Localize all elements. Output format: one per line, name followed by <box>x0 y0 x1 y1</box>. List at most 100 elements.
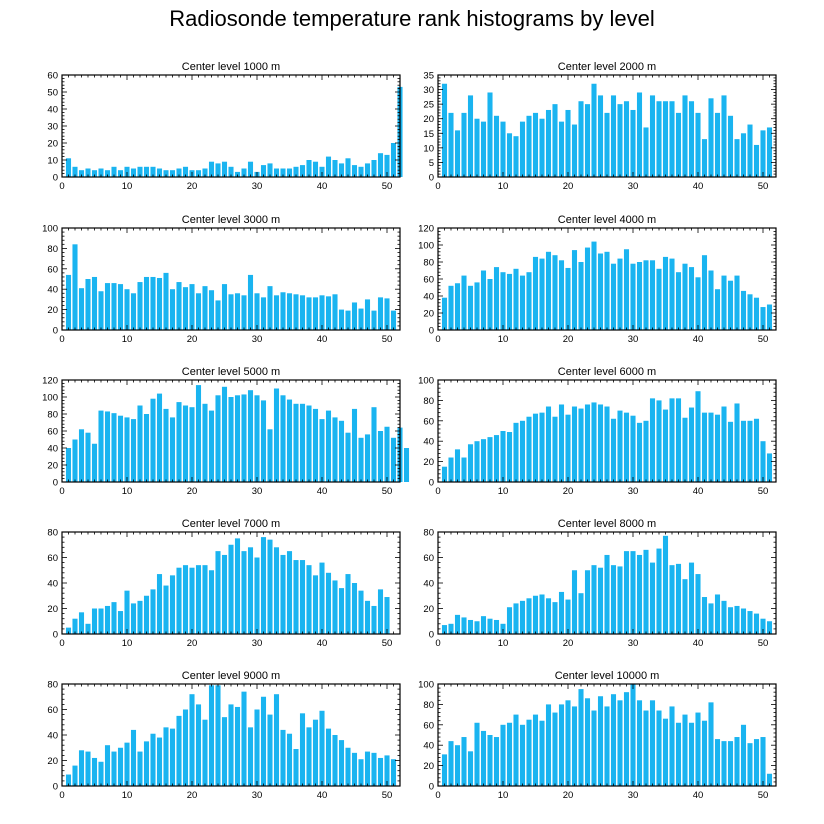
y-tick-label: 120 <box>418 224 434 235</box>
bar <box>480 616 487 634</box>
bar <box>487 735 493 786</box>
bar <box>617 410 623 482</box>
bar <box>98 291 104 330</box>
bar <box>727 741 734 786</box>
bar <box>202 168 208 177</box>
bar <box>91 608 98 634</box>
bar <box>753 739 760 786</box>
bar <box>91 170 98 177</box>
x-tick-label: 50 <box>758 334 769 345</box>
bar <box>65 774 72 786</box>
x-tick-label: 30 <box>628 334 639 345</box>
bar <box>124 742 130 786</box>
y-tick-label: 35 <box>423 71 434 82</box>
bar <box>591 241 597 330</box>
chart-panel: Center level 7000 m 0 10 20 30 40 50 0 20 40 60 80 <box>47 518 401 649</box>
bar <box>111 283 117 330</box>
x-tick-label: 50 <box>758 181 769 192</box>
bar <box>747 611 753 634</box>
bar <box>377 589 384 634</box>
bar <box>78 612 85 634</box>
bar <box>293 560 299 634</box>
bar <box>565 599 571 634</box>
x-tick-label: 40 <box>693 334 704 345</box>
bar <box>747 420 753 482</box>
bar <box>565 267 571 330</box>
bar <box>604 112 610 177</box>
bar <box>130 729 137 786</box>
bar <box>734 275 740 330</box>
bar <box>493 435 500 482</box>
chart-panel: Center level 6000 m 0 10 20 30 40 50 0 20 40 60 80 1… <box>418 366 777 497</box>
y-tick-label: 40 <box>47 579 58 590</box>
bar <box>454 283 461 330</box>
bar <box>104 170 111 177</box>
bar <box>740 724 747 786</box>
bar <box>306 297 312 330</box>
bar <box>254 395 260 482</box>
x-tick-label: 10 <box>498 790 509 801</box>
bar <box>506 607 513 634</box>
bar <box>78 429 85 482</box>
bar <box>273 295 280 330</box>
bar <box>104 745 111 786</box>
bar <box>137 751 143 786</box>
bar <box>267 539 273 634</box>
bar <box>215 685 221 786</box>
bar <box>267 286 273 330</box>
bar <box>208 290 215 330</box>
bar <box>143 595 150 634</box>
bar <box>137 405 143 482</box>
bar <box>454 614 461 634</box>
bar <box>487 618 493 634</box>
bar <box>584 570 591 634</box>
bar <box>124 590 130 634</box>
bar <box>448 457 454 482</box>
bar <box>571 124 578 177</box>
bar <box>306 727 312 786</box>
bar <box>454 449 461 482</box>
bar <box>143 276 150 330</box>
bar <box>358 166 364 177</box>
bar <box>247 274 254 330</box>
x-tick-label: 30 <box>628 638 639 649</box>
y-tick-label: 20 <box>47 756 58 767</box>
y-tick-label: 80 <box>423 528 434 539</box>
bar <box>610 95 617 177</box>
bar <box>636 92 643 177</box>
bar <box>176 282 182 330</box>
bar <box>254 557 260 634</box>
bar <box>500 724 506 786</box>
bar <box>747 294 753 330</box>
bar <box>130 293 137 330</box>
y-tick-label: 0 <box>53 326 58 337</box>
bar <box>734 139 740 177</box>
bar <box>532 256 539 330</box>
bar <box>384 755 390 786</box>
x-tick-label: 10 <box>122 334 133 345</box>
bar <box>156 168 163 177</box>
y-tick-label: 100 <box>42 224 58 235</box>
x-tick-label: 20 <box>187 790 198 801</box>
bar <box>247 547 254 634</box>
x-tick-label: 0 <box>435 486 440 497</box>
x-tick-label: 20 <box>187 181 198 192</box>
bar <box>150 398 156 482</box>
bar <box>441 297 448 330</box>
x-tick-label: 20 <box>563 790 574 801</box>
bar <box>526 598 532 634</box>
bar <box>364 434 371 482</box>
bar <box>701 720 708 786</box>
y-tick-label: 40 <box>47 731 58 742</box>
bar <box>130 168 137 177</box>
bar <box>247 161 254 177</box>
bar <box>675 563 682 634</box>
bar <box>65 448 72 482</box>
y-tick-label: 0 <box>53 478 58 489</box>
bar <box>390 143 397 177</box>
y-tick-label: 10 <box>47 156 58 167</box>
bar <box>280 729 286 786</box>
bar <box>636 422 643 482</box>
bar <box>124 289 130 330</box>
bar <box>319 419 325 482</box>
